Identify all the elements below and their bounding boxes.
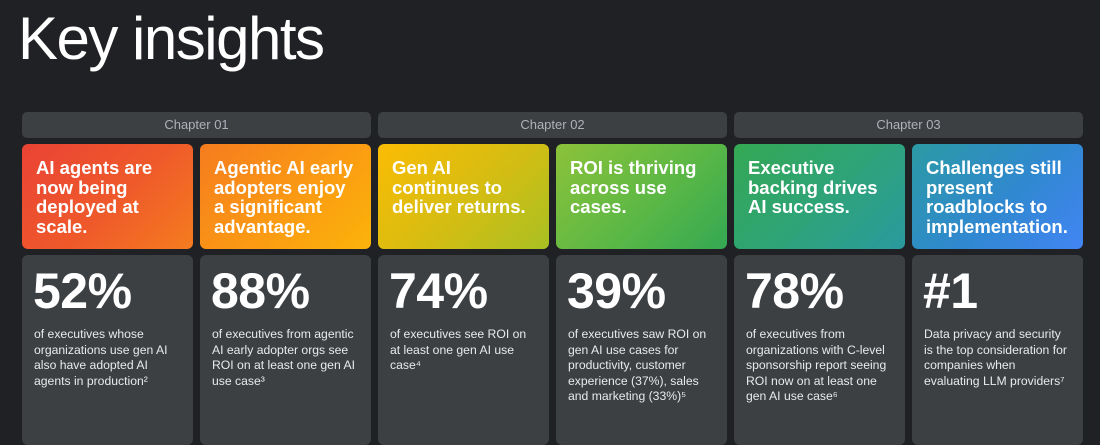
card-stat-description: Data privacy and security is the top con… <box>924 327 1067 388</box>
card-stat-panel: 88% of executives from agentic AI early … <box>200 255 371 445</box>
card-stat-value: 74% <box>389 263 488 319</box>
page-title: Key insights <box>18 5 325 72</box>
card-headline: AI agents are now being deployed at scal… <box>22 144 193 249</box>
card-stat-panel: 39% of executives saw ROI on gen AI use … <box>556 255 727 445</box>
card-stat-value: 39% <box>567 263 666 319</box>
card-stat-value: 78% <box>745 263 844 319</box>
card-stat-value: 88% <box>211 263 310 319</box>
card-headline: Challenges still present roadblocks to i… <box>912 144 1083 249</box>
card-stat-panel: 74% of executives see ROI on at least on… <box>378 255 549 445</box>
chapter-02-label: Chapter 02 <box>378 112 727 138</box>
card-stat-value: #1 <box>923 263 978 319</box>
card-stat-description: of executives from organizations with C-… <box>746 327 887 403</box>
card-stat-description: of executives whose organizations use ge… <box>34 327 168 388</box>
card-stat-description: of executives see ROI on at least one ge… <box>390 327 527 372</box>
chapter-bar: Chapter 01 Chapter 02 Chapter 03 <box>22 112 1083 138</box>
card-headline: Gen AI continues to deliver returns. <box>378 144 549 249</box>
card-headline: Agentic AI early adopters enjoy a signif… <box>200 144 371 249</box>
card-stat-value: 52% <box>33 263 132 319</box>
card-stat-description: of executives from agentic AI early adop… <box>212 327 355 388</box>
card-stat-description: of executives saw ROI on gen AI use case… <box>568 327 707 403</box>
card-headline: Executive backing drives AI success. <box>734 144 905 249</box>
card-stat-panel: 52% of executives whose organizations us… <box>22 255 193 445</box>
chapter-03-label: Chapter 03 <box>734 112 1083 138</box>
card-headline: ROI is thriving across use cases. <box>556 144 727 249</box>
card-stat-panel: #1 Data privacy and security is the top … <box>912 255 1083 445</box>
chapter-01-label: Chapter 01 <box>22 112 371 138</box>
card-stat-panel: 78% of executives from organizations wit… <box>734 255 905 445</box>
